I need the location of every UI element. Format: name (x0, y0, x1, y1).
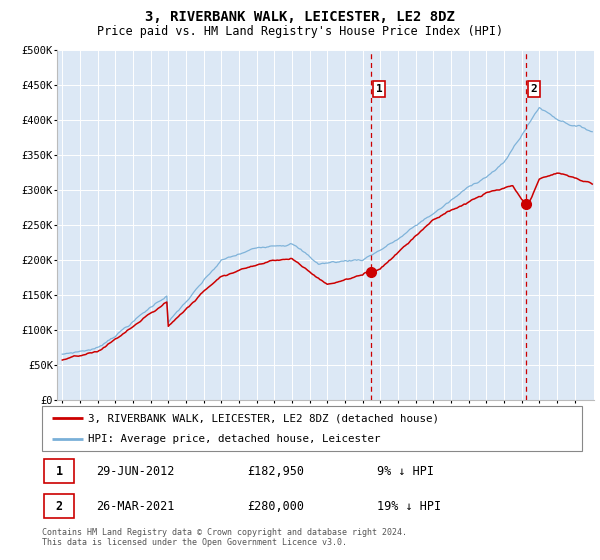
Text: This data is licensed under the Open Government Licence v3.0.: This data is licensed under the Open Gov… (42, 538, 347, 547)
Bar (44, 494, 74, 518)
Bar (44, 459, 74, 483)
Text: 1: 1 (376, 84, 383, 94)
Text: 2: 2 (530, 84, 537, 94)
Text: 26-MAR-2021: 26-MAR-2021 (96, 500, 175, 512)
Text: 29-JUN-2012: 29-JUN-2012 (96, 465, 175, 478)
Text: 9% ↓ HPI: 9% ↓ HPI (377, 465, 434, 478)
Text: £280,000: £280,000 (247, 500, 304, 512)
Text: Contains HM Land Registry data © Crown copyright and database right 2024.: Contains HM Land Registry data © Crown c… (42, 528, 407, 536)
Text: 19% ↓ HPI: 19% ↓ HPI (377, 500, 441, 512)
Text: 3, RIVERBANK WALK, LEICESTER, LE2 8DZ (detached house): 3, RIVERBANK WALK, LEICESTER, LE2 8DZ (d… (88, 413, 439, 423)
Text: 3, RIVERBANK WALK, LEICESTER, LE2 8DZ: 3, RIVERBANK WALK, LEICESTER, LE2 8DZ (145, 10, 455, 24)
Text: 1: 1 (55, 465, 62, 478)
Text: Price paid vs. HM Land Registry's House Price Index (HPI): Price paid vs. HM Land Registry's House … (97, 25, 503, 38)
Text: 2: 2 (55, 500, 62, 512)
Text: HPI: Average price, detached house, Leicester: HPI: Average price, detached house, Leic… (88, 433, 380, 444)
Text: £182,950: £182,950 (247, 465, 304, 478)
